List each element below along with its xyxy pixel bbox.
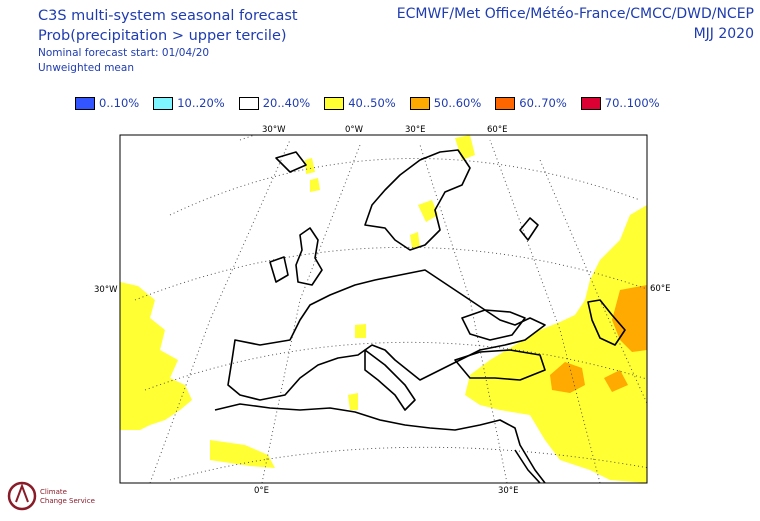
map-content [120,135,647,483]
scandinavia-coast [364,149,471,251]
legend-item: 10..20% [153,96,225,110]
legend-label: 10..20% [177,96,225,110]
legend-label: 50..60% [433,96,482,110]
arctic-yellow [455,135,475,160]
italy-coast [364,349,416,411]
iberia-yellow-spot [348,393,358,410]
bottom-tick-0e: 0°E [254,486,269,496]
top-tick-0: 0°W [345,125,364,135]
copernicus-logo: Climate Change Service [4,476,104,520]
top-tick-30w: 30°W [262,125,286,135]
legend-swatch [409,96,430,110]
top-tick-60e: 60°E [487,125,507,135]
black-sea-coast [461,309,526,341]
caspian-coast [587,299,626,346]
north-africa-yellow [210,440,275,468]
axis-labels: 30°W 0°W 30°E 60°E 30°W 60°E 0°E 30°E [94,125,670,496]
baltic-yellow [410,232,420,248]
prob-shading [120,135,647,483]
legend-label: 40..50% [348,96,396,110]
legend-label: 0..10% [99,96,140,110]
legend-item: 20..40% [238,96,311,110]
right-tick-60e: 60°E [650,284,670,294]
ireland-coast [269,256,289,283]
turkey-coast [454,349,546,381]
climate-service-logo-icon: Climate Change Service [7,481,95,511]
alps-yellow [355,324,366,338]
svg-text:Change Service: Change Service [40,497,95,505]
legend-label: 70..100% [604,96,660,110]
forecast-period: MJJ 2020 [693,26,754,42]
legend-item: 70..100% [580,96,660,110]
legend-label: 60..70% [519,96,567,110]
svg-text:Climate: Climate [40,488,67,496]
legend-item: 50..60% [409,96,482,110]
title-block: C3S multi-system seasonal forecast Prob(… [38,6,298,76]
uk-coast [295,227,323,286]
legend-swatch [238,96,259,110]
novaya-zemlya [519,217,539,241]
map-frame [119,134,648,484]
east-yellow-area [465,205,647,483]
forecast-start: Nominal forecast start: 01/04/20 [38,47,210,59]
iceland-yellow [310,178,320,192]
orange-area-caspian-south [604,370,628,392]
legend-item: 60..70% [495,96,567,110]
title-right-block: ECMWF/Met Office/Météo-France/CMCC/DWD/N… [397,4,754,44]
iceland-coast [275,151,307,173]
top-tick-30e: 30°E [405,125,425,135]
legend-swatch [495,96,516,110]
left-tick-30w: 30°W [94,285,118,295]
legend-item: 40..50% [324,96,396,110]
legend-swatch [580,96,601,110]
bottom-tick-30e: 30°E [498,486,518,496]
legend-swatch [153,96,174,110]
legend: 0..10% 10..20% 20..40% 40..50% 50..60% 60..70… [75,96,674,110]
legend-label: 20..40% [262,96,311,110]
coastlines [214,149,626,483]
legend-item: 0..10% [75,96,139,110]
orange-area-mideast [550,362,585,393]
map-subtitle: Prob(precipitation > upper tercile) [38,28,287,44]
mean-type: Unweighted mean [38,62,134,74]
greenland-yellow [305,158,315,174]
map-title: C3S multi-system seasonal forecast [38,8,298,24]
legend-swatch [324,96,345,110]
legend-swatch [75,96,95,110]
continent-coast [227,269,546,401]
contributing-centres: ECMWF/Met Office/Météo-France/CMCC/DWD/N… [396,6,754,22]
red-sea-coast [514,449,541,483]
scandinavia-yellow [418,200,438,222]
atlantic-yellow-area [120,282,192,430]
africa-coast [214,403,546,483]
